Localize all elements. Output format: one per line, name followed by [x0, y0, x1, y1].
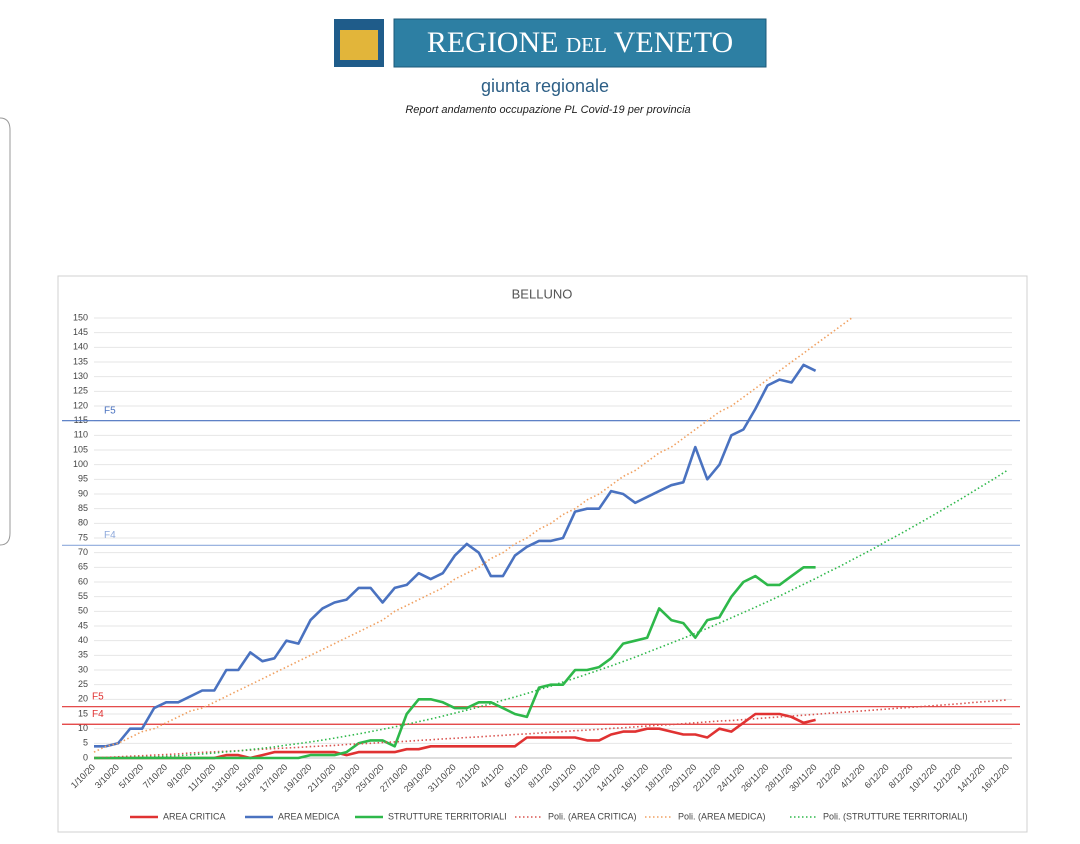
subtitle: giunta regionale	[481, 76, 609, 96]
y-tick-label: 45	[78, 620, 88, 630]
y-tick-label: 35	[78, 650, 88, 660]
legend-label: STRUTTURE TERRITORIALI	[388, 811, 507, 821]
legend-label: Poli. (AREA MEDICA)	[678, 811, 766, 821]
logo-lion	[340, 30, 378, 60]
series-line	[94, 363, 817, 748]
y-tick-label: 10	[78, 723, 88, 733]
y-tick-label: 0	[83, 752, 88, 762]
legend-label: AREA CRITICA	[163, 811, 226, 821]
y-tick-label: 80	[78, 518, 88, 528]
y-tick-label: 110	[74, 430, 88, 440]
y-tick-label: 135	[73, 356, 88, 366]
y-tick-label: 100	[73, 459, 88, 469]
y-tick-label: 25	[78, 679, 88, 689]
report-title: Report andamento occupazione PL Covid-19…	[405, 104, 690, 116]
y-tick-label: 15	[78, 708, 88, 718]
logo-text: REGIONE del VENETO	[427, 26, 733, 59]
y-tick-label: 30	[78, 664, 88, 674]
y-tick-label: 150	[73, 312, 88, 322]
y-tick-label: 50	[78, 606, 88, 616]
y-tick-label: 85	[78, 503, 88, 513]
y-tick-label: 95	[78, 474, 88, 484]
reference-label: F4	[104, 530, 116, 541]
y-tick-label: 40	[78, 635, 88, 645]
chart-title: BELLUNO	[512, 286, 573, 301]
chart-frame	[57, 275, 1028, 833]
logo-banner	[393, 18, 767, 68]
y-tick-label: 115	[74, 415, 88, 425]
side-bracket	[0, 117, 11, 546]
y-tick-label: 145	[73, 327, 88, 337]
y-tick-label: 125	[73, 386, 88, 396]
y-tick-label: 105	[73, 444, 88, 454]
y-tick-label: 20	[78, 694, 88, 704]
y-tick-label: 90	[78, 488, 88, 498]
y-tick-label: 60	[78, 576, 88, 586]
y-tick-label: 75	[78, 532, 88, 542]
series-line	[94, 469, 1009, 759]
y-tick-label: 65	[78, 562, 88, 572]
legend-label: AREA MEDICA	[278, 811, 340, 821]
y-tick-label: 55	[78, 591, 88, 601]
reference-label: F4	[92, 709, 104, 720]
series-line	[94, 566, 816, 760]
legend-label: Poli. (AREA CRITICA)	[548, 811, 637, 821]
y-tick-label: 5	[83, 738, 88, 748]
series-line	[93, 317, 853, 753]
y-tick-label: 140	[73, 342, 88, 352]
reference-label: F5	[104, 405, 116, 416]
legend-label: Poli. (STRUTTURE TERRITORIALI)	[823, 811, 968, 821]
y-tick-label: 120	[73, 400, 88, 410]
y-tick-label: 130	[73, 371, 88, 381]
y-tick-label: 70	[78, 547, 88, 557]
reference-label: F5	[92, 691, 104, 702]
